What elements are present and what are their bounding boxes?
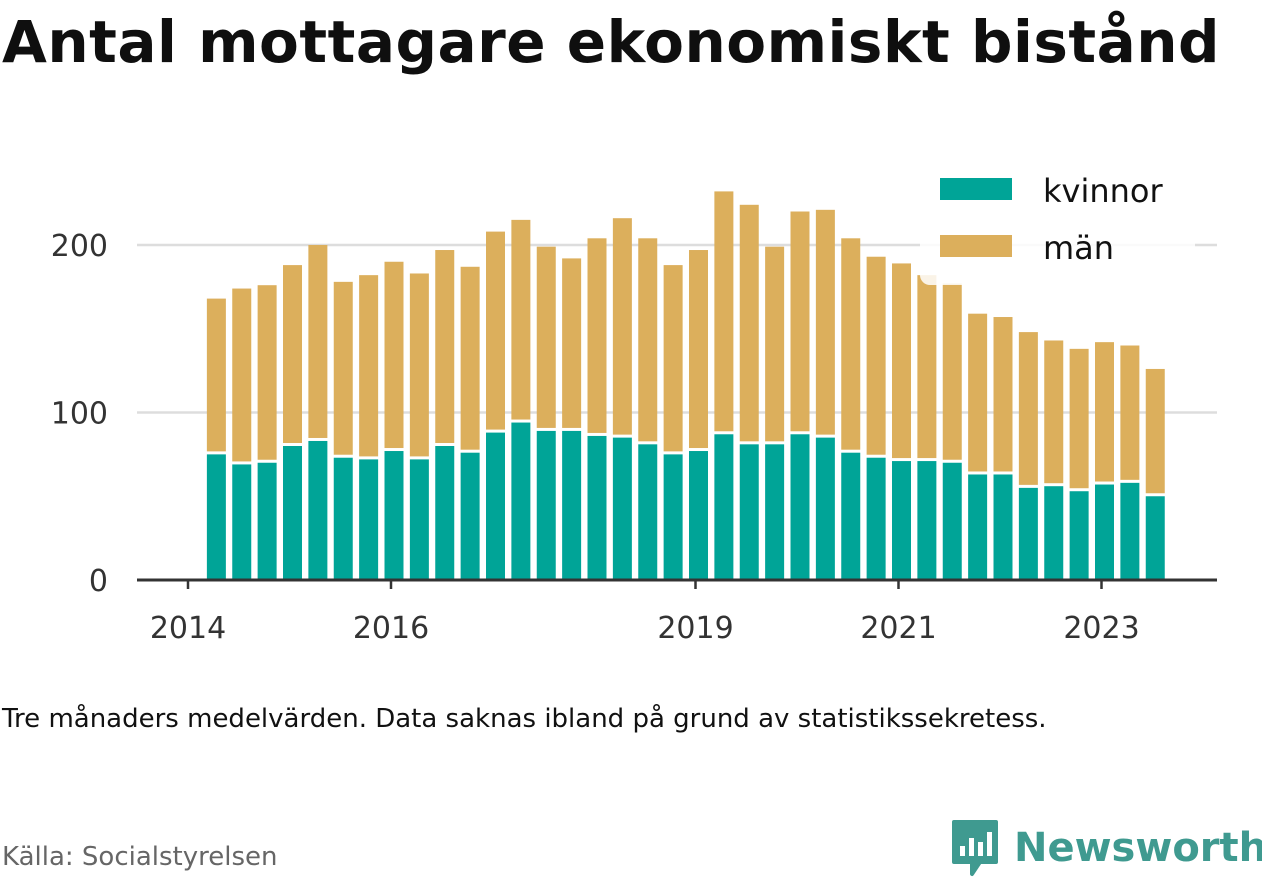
bar-segment-kvinnor — [714, 434, 734, 580]
bar-segment-kvinnor — [460, 452, 480, 580]
bar-segment-kvinnor — [1095, 484, 1114, 580]
bar-segment-kvinnor — [815, 437, 835, 580]
bar-segment-män — [359, 275, 379, 457]
y-tick-label: 100 — [51, 397, 108, 432]
bar-segment-kvinnor — [765, 444, 785, 580]
bar-segment-kvinnor — [562, 430, 582, 580]
bar-segment-män — [257, 285, 277, 460]
bar-segment-kvinnor — [587, 435, 607, 580]
bar-segment-kvinnor — [359, 459, 379, 580]
bar-segment-män — [612, 218, 632, 435]
chart-title: Antal mottagare ekonomiskt bistånd — [2, 8, 1221, 76]
bar-segment-kvinnor — [892, 461, 911, 580]
bar-segment-kvinnor — [486, 432, 505, 580]
newsworthy-logo-icon — [952, 820, 998, 876]
bar-segment-kvinnor — [790, 434, 810, 580]
bar-segment-män — [435, 250, 455, 443]
bar-segment-män — [536, 246, 556, 428]
legend-label-män: män — [1043, 229, 1114, 267]
bar-segment-kvinnor — [511, 422, 531, 580]
bar-segment-män — [206, 298, 226, 452]
bar-segment-kvinnor — [1145, 496, 1165, 580]
x-tick-label: 2014 — [150, 611, 226, 646]
bar-segment-kvinnor — [232, 464, 252, 580]
legend: kvinnor män — [920, 160, 1195, 285]
bar-segment-kvinnor — [993, 474, 1013, 580]
bar-segment-män — [1018, 332, 1038, 485]
bar-segment-män — [841, 238, 861, 450]
bar-segment-män — [663, 265, 683, 452]
x-tick-label: 2021 — [860, 611, 936, 646]
bar-segment-män — [739, 204, 759, 442]
bar-segment-män — [283, 265, 302, 443]
bar-segment-kvinnor — [384, 451, 404, 580]
bar-segment-kvinnor — [333, 457, 353, 580]
bar-segment-kvinnor — [866, 457, 886, 580]
x-tick-label: 2016 — [353, 611, 429, 646]
bar-segment-män — [942, 283, 962, 460]
legend-swatch-män — [940, 235, 1012, 257]
brand-name: Newsworthy — [1014, 825, 1262, 871]
bar-segment-kvinnor — [739, 444, 759, 580]
bar-segment-män — [714, 191, 734, 432]
x-tick-label: 2019 — [657, 611, 733, 646]
bar-segment-kvinnor — [435, 446, 455, 580]
source-credit: Källa: Socialstyrelsen — [2, 842, 278, 872]
y-tick-label: 200 — [51, 229, 108, 264]
bar-segment-kvinnor — [536, 430, 556, 580]
x-tick-label: 2023 — [1063, 611, 1139, 646]
bar-segment-män — [308, 245, 328, 438]
bar-segment-kvinnor — [663, 454, 683, 580]
bar-segment-män — [765, 246, 785, 442]
bar-segment-kvinnor — [942, 462, 962, 580]
bar-segment-män — [1145, 368, 1165, 494]
bar-segment-kvinnor — [1044, 486, 1064, 580]
bars — [206, 191, 1165, 580]
bar-segment-män — [917, 275, 937, 459]
bar-segment-kvinnor — [917, 461, 937, 580]
bar-segment-män — [1120, 345, 1140, 480]
bar-segment-kvinnor — [257, 462, 277, 580]
bar-segment-kvinnor — [968, 474, 988, 580]
bar-segment-män — [638, 238, 658, 442]
bar-segment-kvinnor — [308, 440, 328, 580]
bar-segment-män — [1095, 342, 1114, 482]
stacked-bar-chart: 0 100 200 2014 2016 2019 2021 2023 kvinnor män — [50, 160, 1217, 646]
bar-segment-kvinnor — [841, 452, 861, 580]
bar-segment-kvinnor — [206, 454, 226, 580]
bar-segment-män — [1044, 340, 1064, 484]
bar-segment-män — [384, 261, 404, 449]
bar-segment-kvinnor — [1120, 482, 1140, 580]
bar-segment-män — [409, 273, 429, 457]
bar-segment-män — [790, 211, 810, 432]
bar-segment-män — [333, 281, 353, 455]
y-tick-label: 0 — [89, 564, 108, 599]
bar-segment-kvinnor — [1069, 491, 1089, 580]
bar-segment-män — [460, 266, 480, 450]
bar-segment-kvinnor — [612, 437, 632, 580]
bar-segment-män — [562, 258, 582, 428]
bar-segment-män — [968, 313, 988, 472]
bar-segment-män — [587, 238, 607, 433]
bar-segment-kvinnor — [689, 451, 708, 580]
bar-segment-kvinnor — [409, 459, 429, 580]
legend-label-kvinnor: kvinnor — [1043, 172, 1164, 210]
bar-segment-män — [993, 317, 1013, 472]
bar-segment-män — [511, 219, 531, 420]
brand-logo[interactable]: Newsworthy — [950, 818, 1262, 878]
bar-segment-män — [1069, 348, 1089, 489]
bar-segment-män — [815, 209, 835, 435]
bar-segment-kvinnor — [283, 446, 302, 580]
bar-segment-män — [232, 288, 252, 462]
bar-segment-män — [892, 263, 911, 459]
bar-segment-kvinnor — [638, 444, 658, 580]
axes: 0 100 200 2014 2016 2019 2021 2023 — [51, 229, 1217, 646]
bar-segment-män — [486, 231, 505, 430]
chart-note: Tre månaders medelvärden. Data saknas ib… — [2, 704, 1047, 734]
bar-segment-män — [689, 250, 708, 449]
bar-segment-män — [866, 256, 886, 455]
bar-segment-kvinnor — [1018, 487, 1038, 580]
legend-swatch-kvinnor — [940, 178, 1012, 200]
